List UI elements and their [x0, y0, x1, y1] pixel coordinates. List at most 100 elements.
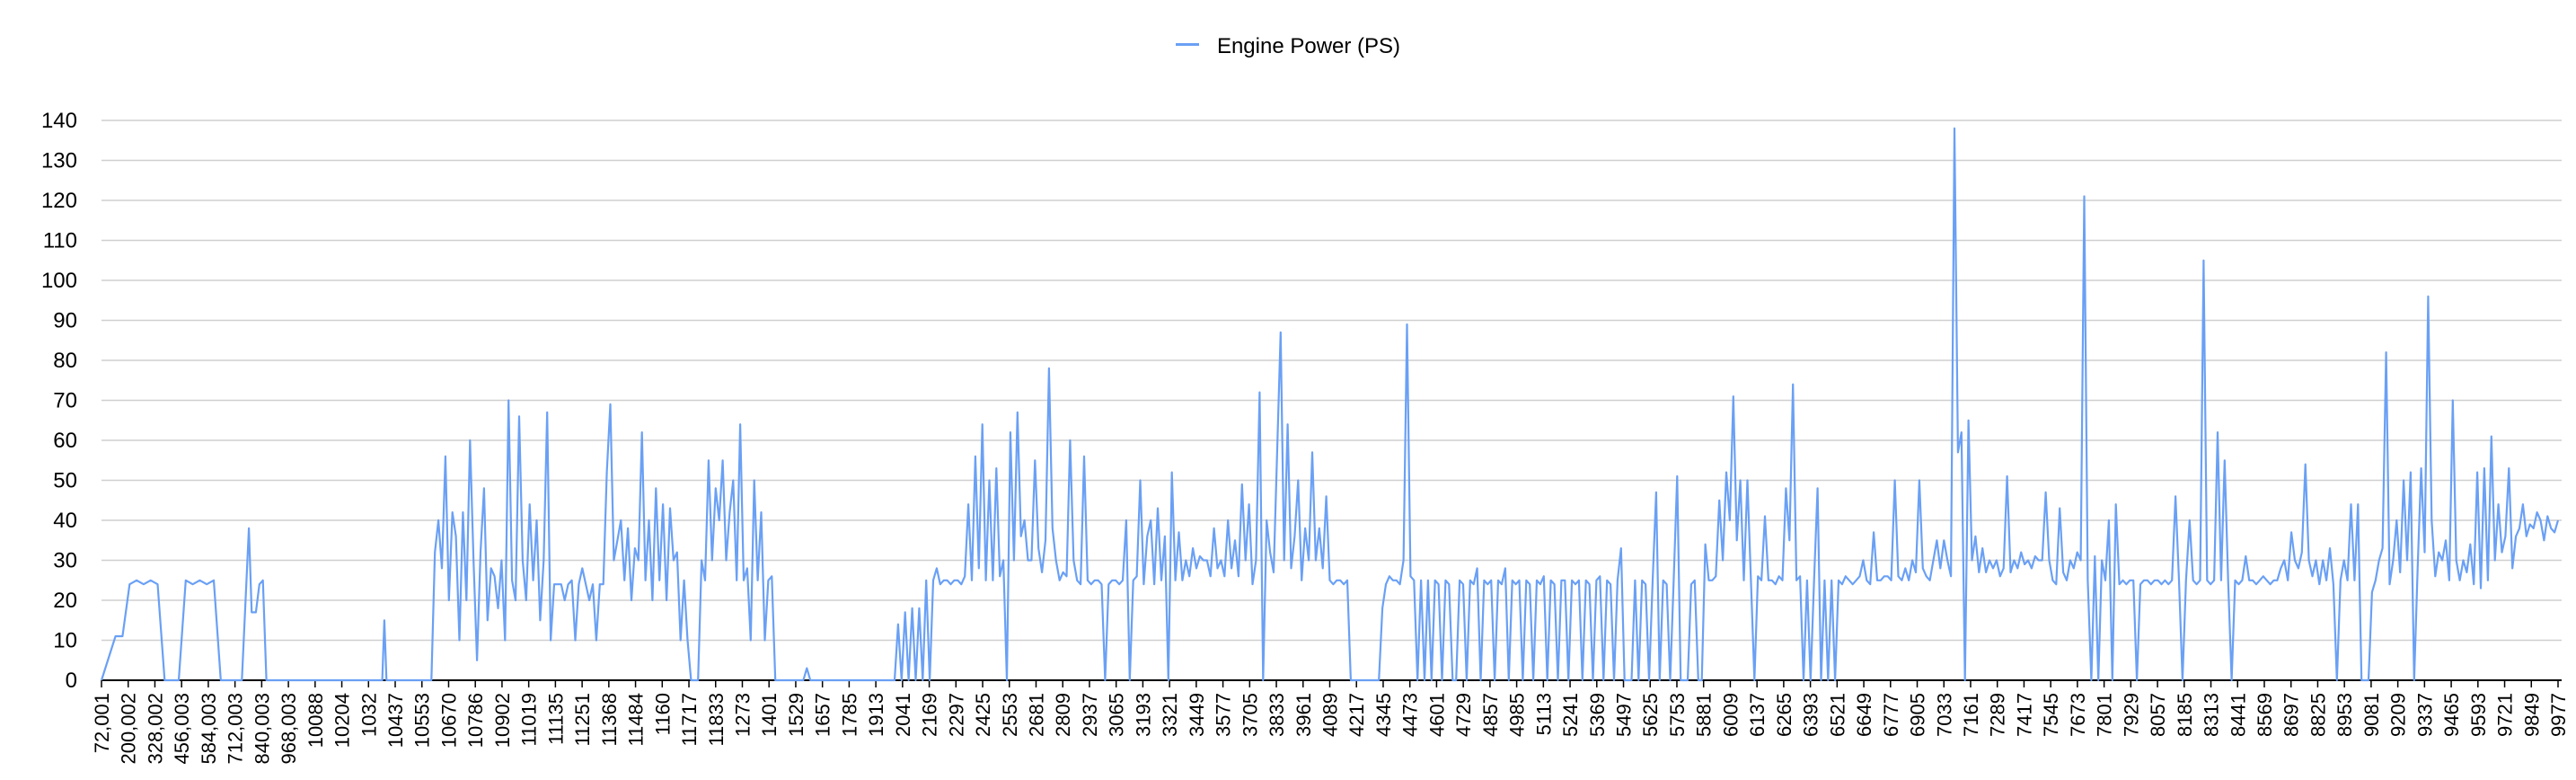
x-tick-label: 2553 — [999, 693, 1021, 737]
x-tick-label: 7033 — [1933, 693, 1955, 737]
x-tick-label: 10437 — [384, 693, 407, 748]
x-tick-label: 8313 — [2201, 693, 2223, 737]
x-tick-label: 4217 — [1345, 693, 1368, 737]
x-tick-label: 5113 — [1532, 693, 1555, 735]
x-tick-label: 9081 — [2360, 693, 2383, 737]
x-tick-label: 1401 — [758, 693, 781, 737]
y-tick-label: 110 — [43, 229, 77, 253]
x-tick-label: 6905 — [1907, 693, 1929, 737]
x-axis-ticks: 72,001 200,002 328,002 456,003 584,003 712,00… — [91, 680, 2570, 765]
x-tick-label: 1032 — [357, 693, 380, 737]
x-tick-label: 2937 — [1079, 693, 1101, 737]
x-tick-label: 7929 — [2120, 693, 2142, 737]
x-tick-label: 4601 — [1425, 693, 1448, 737]
x-tick-label: 4729 — [1452, 693, 1475, 737]
x-tick-label: 5881 — [1693, 693, 1716, 737]
x-tick-label: 2681 — [1025, 693, 1047, 737]
series-line-engine-power — [100, 127, 2560, 682]
x-tick-label: 7673 — [2067, 693, 2089, 737]
x-tick-label: 4089 — [1319, 693, 1342, 737]
x-tick-label: 1913 — [865, 693, 887, 737]
x-tick-label: 2297 — [945, 693, 967, 737]
x-tick-label: 7801 — [2094, 693, 2116, 737]
x-tick-label: 72,001 — [91, 693, 113, 753]
x-tick-label: 11484 — [625, 693, 648, 747]
x-tick-label: 3065 — [1106, 693, 1128, 737]
x-tick-label: 3705 — [1239, 693, 1261, 737]
x-tick-label: 3449 — [1186, 693, 1208, 737]
legend-swatch — [1175, 43, 1199, 47]
y-tick-label: 70 — [53, 389, 77, 413]
y-tick-label: 50 — [53, 469, 77, 493]
x-tick-label: 1273 — [731, 693, 754, 737]
x-tick-label: 9977 — [2547, 693, 2570, 737]
x-tick-label: 11135 — [544, 693, 567, 745]
x-tick-label: 8057 — [2147, 693, 2169, 737]
y-tick-label: 140 — [41, 109, 77, 133]
x-tick-label: 8441 — [2227, 693, 2249, 737]
x-tick-label: 9849 — [2520, 693, 2543, 737]
x-tick-label: 712,003 — [225, 693, 247, 765]
x-tick-label: 2169 — [919, 693, 941, 737]
x-tick-label: 6137 — [1746, 693, 1769, 737]
x-tick-label: 11251 — [571, 693, 594, 747]
gridlines — [101, 120, 2562, 681]
x-tick-label: 3961 — [1292, 693, 1315, 737]
x-tick-label: 6649 — [1853, 693, 1875, 737]
x-tick-label: 5625 — [1639, 693, 1662, 737]
y-tick-label: 10 — [53, 629, 77, 653]
x-tick-label: 4857 — [1479, 693, 1502, 737]
x-tick-label: 3193 — [1132, 693, 1154, 737]
x-tick-label: 456,003 — [171, 693, 193, 765]
x-tick-label: 10553 — [411, 693, 434, 748]
legend-label: Engine Power (PS) — [1216, 34, 1401, 58]
x-tick-label: 4985 — [1506, 693, 1529, 737]
x-tick-label: 3321 — [1159, 693, 1181, 737]
x-tick-label: 10670 — [437, 693, 460, 748]
x-tick-label: 8953 — [2333, 693, 2356, 737]
y-tick-label: 130 — [41, 149, 77, 173]
x-tick-label: 1785 — [838, 693, 860, 737]
x-tick-label: 9593 — [2467, 693, 2490, 737]
x-tick-label: 8825 — [2307, 693, 2329, 737]
x-tick-label: 6009 — [1719, 693, 1742, 737]
y-tick-label: 100 — [41, 269, 77, 293]
y-tick-label: 120 — [41, 189, 77, 213]
x-tick-label: 9209 — [2387, 693, 2410, 737]
x-tick-label: 7161 — [1960, 693, 1982, 737]
x-tick-label: 6521 — [1826, 693, 1848, 737]
x-tick-label: 584,003 — [198, 693, 220, 765]
legend: Engine Power (PS) — [0, 34, 2576, 59]
x-tick-label: 9337 — [2413, 693, 2436, 737]
y-tick-label: 20 — [53, 589, 77, 613]
x-tick-label: 11833 — [705, 693, 728, 747]
x-tick-label: 200,002 — [118, 693, 140, 765]
x-tick-label: 2809 — [1052, 693, 1074, 737]
x-tick-label: 3833 — [1266, 693, 1288, 737]
x-tick-label: 5369 — [1586, 693, 1609, 737]
x-tick-label: 9465 — [2440, 693, 2463, 737]
y-tick-label: 0 — [66, 669, 77, 693]
x-tick-label: 4345 — [1372, 693, 1395, 737]
x-tick-label: 7417 — [2013, 693, 2035, 737]
x-tick-label: 5753 — [1666, 693, 1689, 737]
x-tick-label: 328,002 — [144, 693, 166, 765]
x-tick-label: 6393 — [1800, 693, 1822, 737]
x-tick-label: 6777 — [1880, 693, 1902, 737]
y-axis-ticks: 0 10 20 30 40 50 60 70 80 90 100 110 120 130 140 — [41, 109, 77, 693]
x-tick-label: 5497 — [1613, 693, 1636, 737]
y-tick-label: 80 — [53, 349, 77, 373]
y-tick-label: 90 — [53, 309, 77, 333]
x-tick-label: 968,003 — [278, 693, 300, 765]
y-tick-label: 40 — [53, 509, 77, 533]
series-group — [100, 127, 2560, 682]
x-tick-label: 2041 — [892, 693, 914, 737]
x-tick-label: 4473 — [1399, 693, 1422, 737]
x-tick-label: 2425 — [972, 693, 994, 737]
x-tick-label: 1529 — [785, 693, 807, 737]
x-tick-label: 3577 — [1213, 693, 1235, 737]
x-tick-label: 7289 — [1987, 693, 2009, 737]
x-tick-label: 11368 — [598, 693, 621, 747]
x-tick-label: 10204 — [331, 693, 354, 748]
